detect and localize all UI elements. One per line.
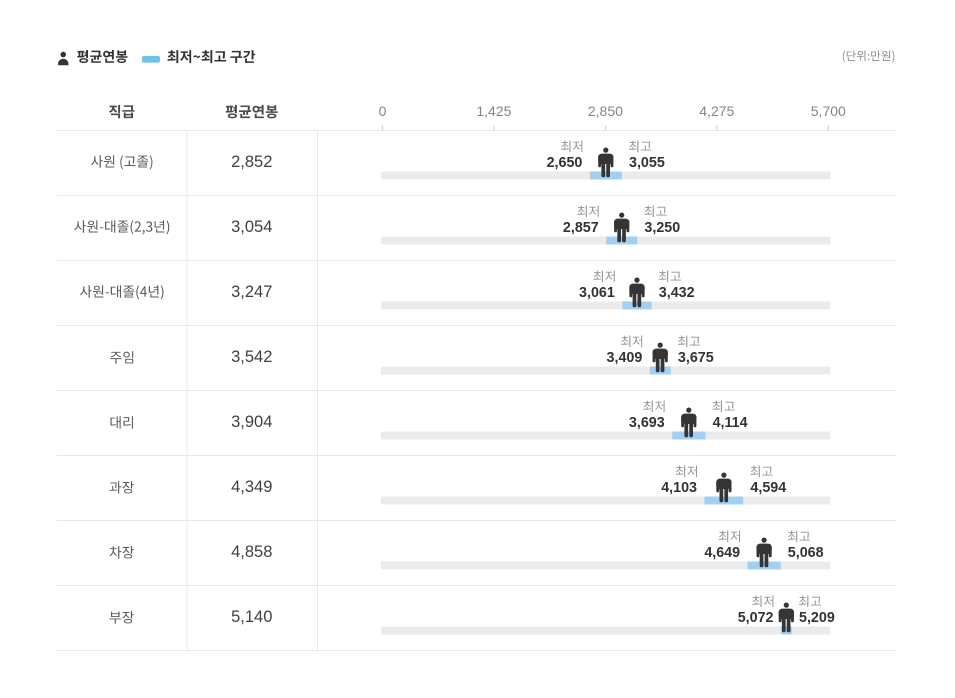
- svg-text:3,250: 3,250: [644, 220, 680, 236]
- svg-text:3,247: 3,247: [231, 283, 272, 301]
- svg-text:2,850: 2,850: [588, 103, 623, 119]
- svg-text:3,675: 3,675: [678, 350, 714, 366]
- svg-text:5,072: 5,072: [738, 610, 774, 626]
- svg-text:4,275: 4,275: [699, 103, 734, 119]
- svg-text:0: 0: [379, 103, 387, 119]
- svg-text:3,061: 3,061: [579, 285, 615, 301]
- svg-text:3,904: 3,904: [231, 413, 272, 431]
- svg-text:2,857: 2,857: [563, 220, 599, 236]
- svg-text:5,068: 5,068: [788, 545, 824, 561]
- svg-text:4,103: 4,103: [661, 480, 697, 496]
- svg-text:3,432: 3,432: [659, 285, 695, 301]
- svg-text:3,055: 3,055: [629, 155, 665, 171]
- svg-text:4,114: 4,114: [713, 415, 748, 431]
- svg-text:5,140: 5,140: [231, 608, 272, 626]
- svg-text:5,209: 5,209: [799, 610, 835, 626]
- svg-text:2,852: 2,852: [231, 153, 272, 171]
- svg-text:4,858: 4,858: [231, 543, 272, 561]
- svg-text:1,425: 1,425: [476, 103, 511, 119]
- svg-text:2,650: 2,650: [547, 155, 583, 171]
- svg-text:4,594: 4,594: [750, 480, 786, 496]
- svg-text:3,409: 3,409: [607, 350, 643, 366]
- svg-text:3,693: 3,693: [629, 415, 665, 431]
- svg-text:3,054: 3,054: [231, 218, 272, 236]
- svg-text:4,649: 4,649: [704, 545, 740, 561]
- svg-text:3,542: 3,542: [231, 348, 272, 366]
- svg-text:4,349: 4,349: [231, 478, 272, 496]
- svg-text:5,700: 5,700: [811, 103, 846, 119]
